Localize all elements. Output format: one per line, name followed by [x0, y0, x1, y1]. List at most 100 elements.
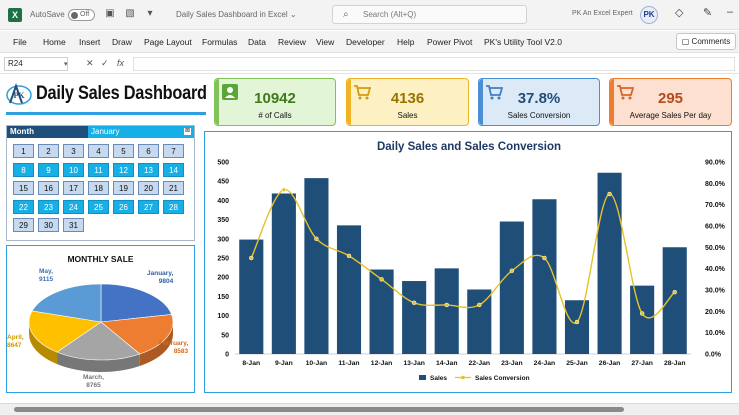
- day-button-5[interactable]: 5: [113, 144, 134, 158]
- day-button-7[interactable]: 7: [163, 144, 184, 158]
- day-button-28[interactable]: 28: [163, 199, 184, 214]
- bar-22-Jan[interactable]: [467, 289, 492, 354]
- menu-help[interactable]: Help: [397, 37, 415, 47]
- horizontal-scrollbar[interactable]: [0, 403, 739, 415]
- avatar[interactable]: PK: [640, 6, 658, 24]
- conversion-point-23-Jan[interactable]: [509, 268, 515, 274]
- day-button-23[interactable]: 23: [38, 199, 59, 214]
- day-button-16[interactable]: 16: [38, 181, 59, 195]
- bar-23-Jan[interactable]: [499, 221, 524, 354]
- day-button-2[interactable]: 2: [38, 144, 59, 158]
- conversion-point-8-Jan[interactable]: [249, 255, 254, 261]
- menu-review[interactable]: Review: [278, 37, 306, 47]
- day-button-10[interactable]: 10: [63, 162, 84, 177]
- bar-25-Jan[interactable]: [564, 300, 590, 354]
- customize-quick-access-icon[interactable]: ▾: [147, 8, 153, 19]
- day-button-4[interactable]: 4: [88, 144, 109, 158]
- pie-label-value: 8647: [7, 342, 22, 349]
- diamond-icon[interactable]: ◇: [675, 7, 684, 19]
- day-button-24[interactable]: 24: [63, 199, 84, 214]
- day-button-25[interactable]: 25: [88, 199, 109, 214]
- day-button-11[interactable]: 11: [88, 162, 109, 177]
- conversion-point-28-Jan[interactable]: [672, 289, 677, 295]
- menu-developer[interactable]: Developer: [346, 37, 385, 47]
- bar-11-Jan[interactable]: [336, 225, 362, 354]
- conversion-point-26-Jan[interactable]: [607, 191, 612, 197]
- conversion-point-9-Jan[interactable]: [281, 187, 287, 192]
- day-button-17[interactable]: 17: [63, 181, 84, 195]
- conversion-point-14-Jan[interactable]: [444, 302, 449, 308]
- day-button-26[interactable]: 26: [113, 199, 134, 214]
- day-button-22[interactable]: 22: [13, 199, 34, 214]
- day-button-21[interactable]: 21: [163, 181, 184, 195]
- day-button-19[interactable]: 19: [113, 181, 134, 195]
- bar-9-Jan[interactable]: [271, 193, 296, 354]
- menu-insert[interactable]: Insert: [79, 37, 101, 47]
- conversion-point-10-Jan[interactable]: [314, 236, 319, 242]
- bar-10-Jan[interactable]: [304, 178, 329, 354]
- conversion-point-11-Jan[interactable]: [346, 253, 352, 259]
- menu-power-pivot[interactable]: Power Pivot: [427, 37, 473, 47]
- day-button-12[interactable]: 12: [113, 162, 134, 177]
- bar-27-Jan[interactable]: [630, 285, 655, 354]
- menu-formulas[interactable]: Formulas: [202, 37, 238, 47]
- day-button-31[interactable]: 31: [63, 218, 84, 232]
- menu-page-layout[interactable]: Page Layout: [144, 37, 192, 47]
- day-button-27[interactable]: 27: [138, 199, 159, 214]
- day-button-20[interactable]: 20: [138, 181, 159, 195]
- menu-data[interactable]: Data: [248, 37, 266, 47]
- bar-24-Jan[interactable]: [532, 199, 557, 354]
- conversion-point-13-Jan[interactable]: [411, 300, 417, 306]
- day-button-18[interactable]: 18: [88, 181, 109, 195]
- conversion-point-24-Jan[interactable]: [542, 255, 547, 261]
- day-button-30[interactable]: 30: [38, 218, 59, 232]
- day-button-1[interactable]: 1: [13, 144, 34, 158]
- y-tick-label: 150: [217, 294, 229, 301]
- menu-draw[interactable]: Draw: [112, 37, 132, 47]
- day-button-13[interactable]: 13: [138, 162, 159, 177]
- formula-input[interactable]: [133, 57, 735, 71]
- bar-14-Jan[interactable]: [434, 268, 459, 354]
- day-button-3[interactable]: 3: [63, 144, 84, 158]
- conversion-point-22-Jan[interactable]: [477, 302, 482, 308]
- menu-view[interactable]: View: [316, 37, 335, 47]
- bar-12-Jan[interactable]: [369, 269, 394, 354]
- menu-utility-tool[interactable]: PK's Utility Tool V2.0: [484, 37, 562, 47]
- slicer-month-selector[interactable]: January ⊠: [88, 126, 194, 138]
- cancel-icon[interactable]: ✕: [86, 58, 94, 68]
- pen-icon[interactable]: ✎: [703, 7, 713, 19]
- conversion-point-27-Jan[interactable]: [639, 311, 645, 316]
- comments-button[interactable]: ▢ Comments: [676, 33, 736, 50]
- bar-28-Jan[interactable]: [662, 247, 687, 354]
- menu-file[interactable]: File: [13, 37, 27, 47]
- day-button-6[interactable]: 6: [138, 144, 159, 158]
- bar-26-Jan[interactable]: [597, 172, 622, 354]
- pie-slice-may[interactable]: [31, 283, 102, 323]
- day-button-29[interactable]: 29: [13, 218, 34, 232]
- pie-slice-february[interactable]: [100, 314, 174, 355]
- conversion-point-12-Jan[interactable]: [379, 277, 384, 282]
- bar-13-Jan[interactable]: [402, 281, 427, 354]
- minimize-icon[interactable]: –: [727, 6, 734, 18]
- pie-slice-march[interactable]: [56, 321, 141, 361]
- name-box[interactable]: R24 ▾: [4, 57, 68, 71]
- menu-home[interactable]: Home: [43, 37, 66, 47]
- search-box[interactable]: ⌕ Search (Alt+Q): [332, 5, 527, 24]
- pie-slice-april[interactable]: [28, 310, 102, 353]
- day-button-15[interactable]: 15: [13, 181, 34, 195]
- picture-icon[interactable]: ▧: [125, 8, 135, 19]
- insert-function-icon[interactable]: fx: [117, 58, 125, 68]
- autosave-toggle[interactable]: Off: [68, 9, 95, 21]
- pie-slice-january[interactable]: [100, 283, 172, 323]
- day-button-8[interactable]: 8: [13, 162, 34, 177]
- save-icon[interactable]: ▣: [105, 8, 115, 19]
- legend-sales-label: Sales: [430, 375, 447, 382]
- enter-icon[interactable]: ✓: [101, 58, 109, 68]
- filter-clear-icon[interactable]: ⊠: [183, 127, 192, 136]
- scrollbar-thumb[interactable]: [14, 407, 624, 412]
- conversion-point-25-Jan[interactable]: [574, 319, 580, 325]
- day-button-14[interactable]: 14: [163, 162, 184, 177]
- document-title[interactable]: Daily Sales Dashboard in Excel ⌄: [176, 10, 297, 19]
- day-button-9[interactable]: 9: [38, 162, 59, 177]
